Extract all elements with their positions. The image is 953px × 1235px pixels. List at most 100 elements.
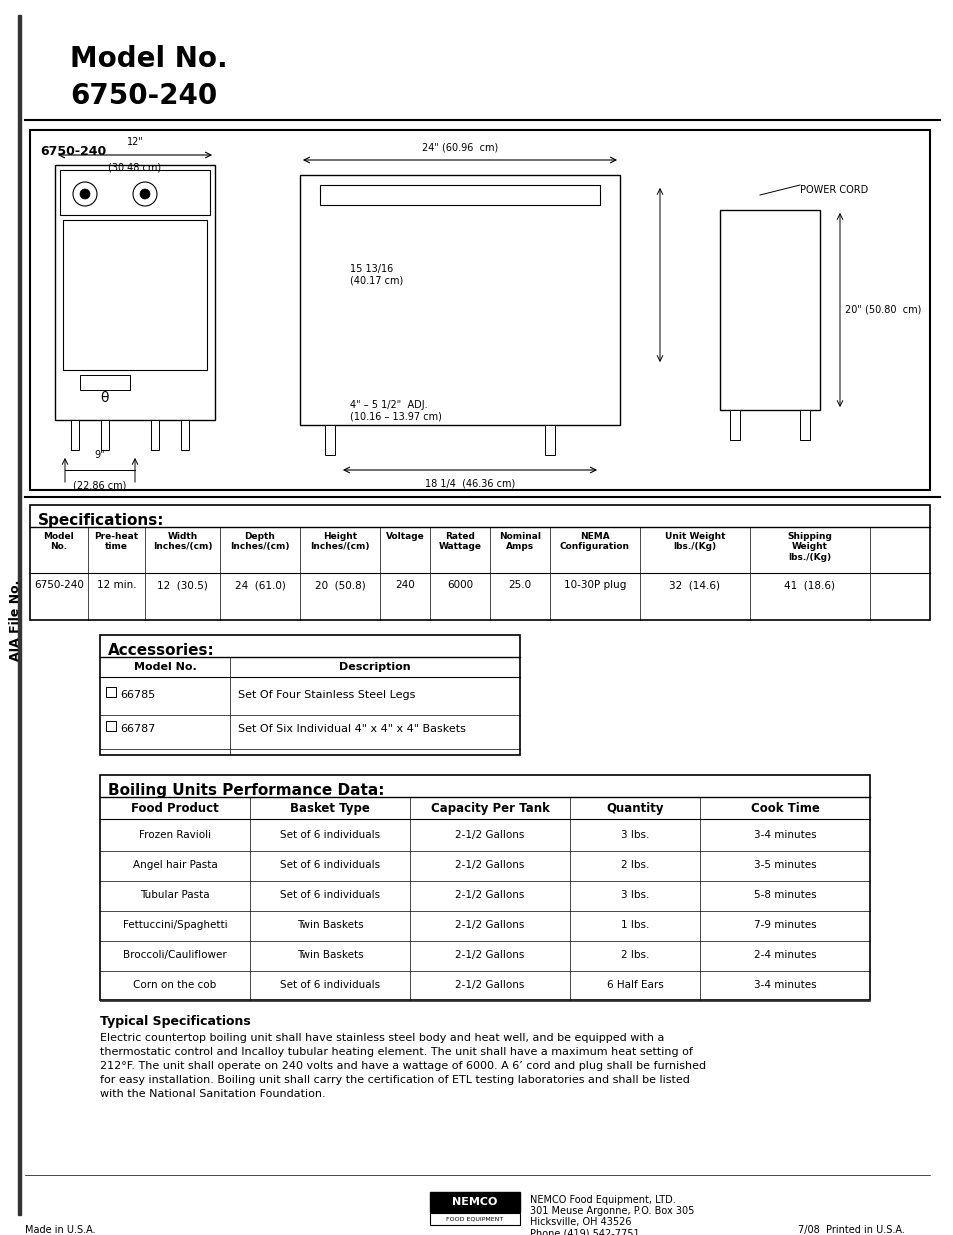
Text: Unit Weight
lbs./(Kg): Unit Weight lbs./(Kg) xyxy=(664,532,724,551)
Text: Quantity: Quantity xyxy=(605,802,663,815)
Text: 301 Meuse Argonne, P.O. Box 305: 301 Meuse Argonne, P.O. Box 305 xyxy=(530,1207,694,1216)
Text: Typical Specifications: Typical Specifications xyxy=(100,1015,251,1028)
Text: 5-8 minutes: 5-8 minutes xyxy=(753,890,816,900)
Text: Electric countertop boiling unit shall have stainless steel body and heat well, : Electric countertop boiling unit shall h… xyxy=(100,1032,705,1099)
Bar xyxy=(100,776,869,1000)
Text: 6 Half Ears: 6 Half Ears xyxy=(606,981,662,990)
Text: 12  (30.5): 12 (30.5) xyxy=(157,580,208,590)
Text: 10-30P plug: 10-30P plug xyxy=(563,580,625,590)
Text: 41  (18.6): 41 (18.6) xyxy=(783,580,835,590)
Text: 12 min.: 12 min. xyxy=(96,580,136,590)
Circle shape xyxy=(140,189,150,199)
Text: 66787: 66787 xyxy=(120,724,155,734)
Text: 2-1/2 Gallons: 2-1/2 Gallons xyxy=(455,950,524,960)
Text: 20" (50.80  cm): 20" (50.80 cm) xyxy=(844,305,921,315)
Text: 2-1/2 Gallons: 2-1/2 Gallons xyxy=(455,890,524,900)
Text: (30.48 cm): (30.48 cm) xyxy=(109,163,161,173)
Text: Corn on the cob: Corn on the cob xyxy=(133,981,216,990)
Text: 24" (60.96  cm): 24" (60.96 cm) xyxy=(421,142,497,152)
Bar xyxy=(151,420,159,450)
Text: Nominal
Amps: Nominal Amps xyxy=(498,532,540,551)
Text: 25.0: 25.0 xyxy=(508,580,531,590)
Text: Twin Baskets: Twin Baskets xyxy=(296,950,363,960)
Text: Specifications:: Specifications: xyxy=(38,513,164,529)
Text: Model No.: Model No. xyxy=(70,44,228,73)
Text: Pre-heat
time: Pre-heat time xyxy=(94,532,138,551)
Text: POWER CORD: POWER CORD xyxy=(800,185,867,195)
Text: Voltage: Voltage xyxy=(385,532,424,541)
Bar xyxy=(299,175,619,425)
Text: 1 lbs.: 1 lbs. xyxy=(620,920,648,930)
Bar xyxy=(63,220,207,370)
Text: 6750-240: 6750-240 xyxy=(70,82,217,110)
Text: 7/08  Printed in U.S.A.: 7/08 Printed in U.S.A. xyxy=(798,1225,904,1235)
Text: 4" – 5 1/2"  ADJ.
(10.16 – 13.97 cm): 4" – 5 1/2" ADJ. (10.16 – 13.97 cm) xyxy=(350,400,441,421)
Text: 240: 240 xyxy=(395,580,415,590)
Text: 6750-240: 6750-240 xyxy=(34,580,84,590)
Text: Height
Inches/(cm): Height Inches/(cm) xyxy=(310,532,370,551)
Text: Basket Type: Basket Type xyxy=(290,802,370,815)
Text: Angel hair Pasta: Angel hair Pasta xyxy=(132,860,217,869)
Text: Set of 6 individuals: Set of 6 individuals xyxy=(279,830,379,840)
Text: 3-5 minutes: 3-5 minutes xyxy=(753,860,816,869)
Circle shape xyxy=(73,182,97,206)
Text: 2-1/2 Gallons: 2-1/2 Gallons xyxy=(455,920,524,930)
Text: Broccoli/Cauliflower: Broccoli/Cauliflower xyxy=(123,950,227,960)
Bar xyxy=(325,425,335,454)
Text: 12": 12" xyxy=(127,137,143,147)
Bar xyxy=(18,15,21,1215)
Text: 3 lbs.: 3 lbs. xyxy=(620,830,648,840)
Text: 7-9 minutes: 7-9 minutes xyxy=(753,920,816,930)
Text: 66785: 66785 xyxy=(120,690,155,700)
Bar xyxy=(181,420,189,450)
Text: FOOD EQUIPMENT: FOOD EQUIPMENT xyxy=(446,1216,503,1221)
Bar xyxy=(30,505,929,620)
Text: NEMCO Food Equipment, LTD.: NEMCO Food Equipment, LTD. xyxy=(530,1195,675,1205)
Text: Rated
Wattage: Rated Wattage xyxy=(438,532,481,551)
Text: 2 lbs.: 2 lbs. xyxy=(620,950,648,960)
Text: Description: Description xyxy=(339,662,411,672)
Bar xyxy=(101,420,109,450)
Text: 9": 9" xyxy=(94,450,105,459)
Text: NEMCO: NEMCO xyxy=(452,1197,497,1207)
Bar xyxy=(319,185,599,205)
Text: Set of 6 individuals: Set of 6 individuals xyxy=(279,860,379,869)
Bar xyxy=(800,410,809,440)
Text: Depth
Inches/(cm): Depth Inches/(cm) xyxy=(230,532,290,551)
Text: Model No.: Model No. xyxy=(133,662,196,672)
Text: 3-4 minutes: 3-4 minutes xyxy=(753,830,816,840)
Text: Twin Baskets: Twin Baskets xyxy=(296,920,363,930)
Text: Phone (419) 542-7751: Phone (419) 542-7751 xyxy=(530,1228,639,1235)
Bar xyxy=(106,721,116,731)
Bar xyxy=(30,130,929,490)
Text: 32  (14.6): 32 (14.6) xyxy=(669,580,720,590)
Text: Set of 6 individuals: Set of 6 individuals xyxy=(279,981,379,990)
Text: Fettuccini/Spaghetti: Fettuccini/Spaghetti xyxy=(123,920,227,930)
Bar xyxy=(100,635,519,755)
Bar xyxy=(106,687,116,697)
Text: Hicksville, OH 43526: Hicksville, OH 43526 xyxy=(530,1216,631,1228)
Text: 2 lbs.: 2 lbs. xyxy=(620,860,648,869)
Text: Capacity Per Tank: Capacity Per Tank xyxy=(430,802,549,815)
Text: 3 lbs.: 3 lbs. xyxy=(620,890,648,900)
Text: 3-4 minutes: 3-4 minutes xyxy=(753,981,816,990)
Bar xyxy=(55,165,214,420)
Text: AIA File No.: AIA File No. xyxy=(10,579,23,661)
Text: 18 1/4  (46.36 cm): 18 1/4 (46.36 cm) xyxy=(424,478,515,488)
Text: (22.86 cm): (22.86 cm) xyxy=(73,480,127,490)
Text: Accessories:: Accessories: xyxy=(108,643,214,658)
Bar xyxy=(544,425,555,454)
Bar xyxy=(60,170,210,215)
Text: 2-4 minutes: 2-4 minutes xyxy=(753,950,816,960)
Text: 15 13/16
(40.17 cm): 15 13/16 (40.17 cm) xyxy=(350,264,403,285)
Circle shape xyxy=(80,189,90,199)
Text: Set Of Six Individual 4" x 4" x 4" Baskets: Set Of Six Individual 4" x 4" x 4" Baske… xyxy=(237,724,465,734)
Text: Made in U.S.A.: Made in U.S.A. xyxy=(25,1225,95,1235)
Text: 6750-240: 6750-240 xyxy=(40,144,106,158)
Bar xyxy=(430,1192,519,1212)
Text: 2-1/2 Gallons: 2-1/2 Gallons xyxy=(455,860,524,869)
Text: θ: θ xyxy=(101,391,110,405)
Text: 20  (50.8): 20 (50.8) xyxy=(314,580,365,590)
Bar xyxy=(720,210,820,410)
Text: Width
Inches/(cm): Width Inches/(cm) xyxy=(152,532,212,551)
